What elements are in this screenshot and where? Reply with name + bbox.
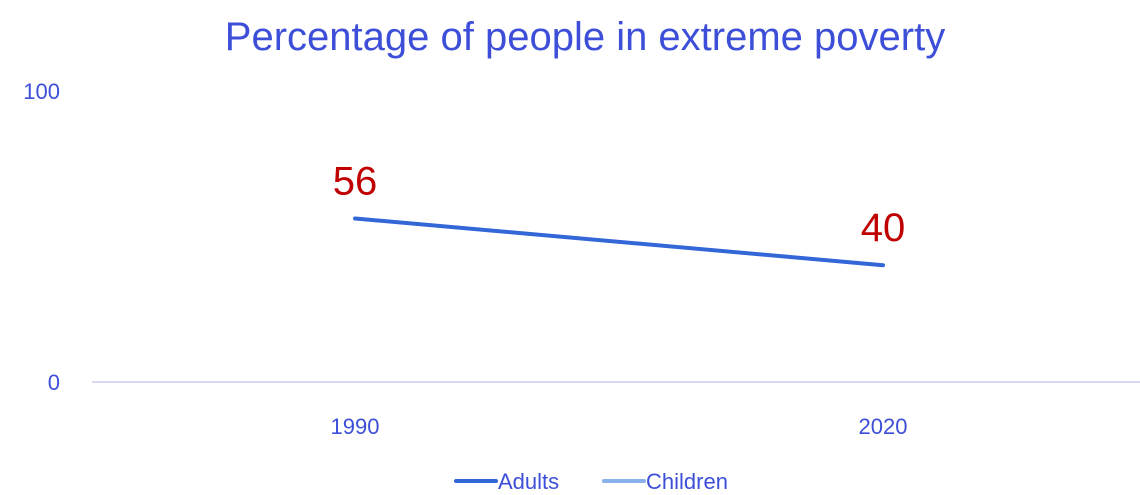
y-tick-label-0: 0 — [48, 370, 60, 395]
legend-label-adults: Adults — [498, 469, 559, 494]
legend: Adults Children — [454, 469, 728, 494]
data-label-2020: 40 — [861, 206, 906, 250]
chart-title: Percentage of people in extreme poverty — [225, 15, 945, 59]
y-tick-label-100: 100 — [23, 79, 60, 104]
data-label-1990: 56 — [333, 159, 378, 203]
x-tick-label-2020: 2020 — [859, 414, 908, 439]
series-line-adults — [353, 216, 885, 268]
legend-label-children: Children — [646, 469, 728, 494]
x-tick-label-1990: 1990 — [331, 414, 380, 439]
